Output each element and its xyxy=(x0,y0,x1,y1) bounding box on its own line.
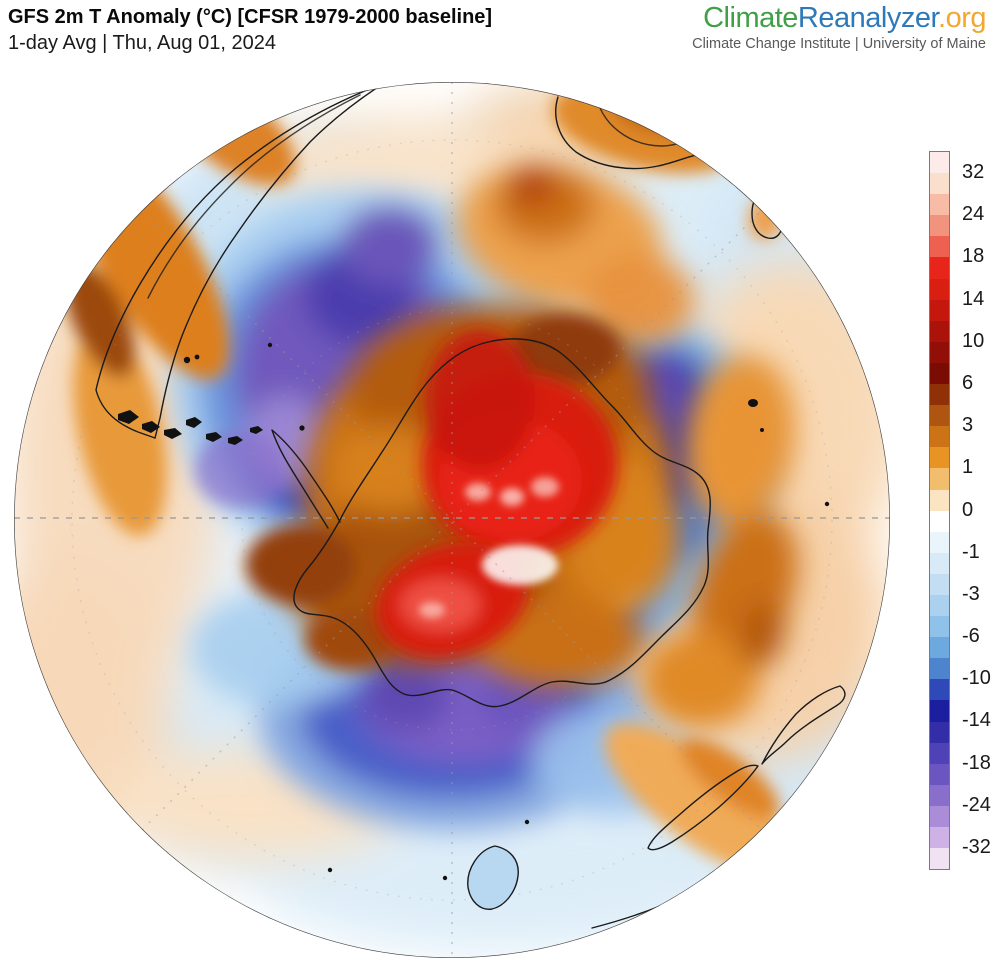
colorbar-segment xyxy=(930,152,949,174)
colorbar-segment xyxy=(930,784,949,806)
kerguelen-island xyxy=(748,399,758,407)
colorbar-segment xyxy=(930,658,949,680)
colorbar-labels: 32 24 18 14 10 6 3 1 0 -1 -3 -6 -10 -14 -18 -24 -32 xyxy=(962,151,1000,868)
colorbar-tick-label: -14 xyxy=(962,709,991,732)
colorbar-tick-label: -18 xyxy=(962,751,991,774)
antarctica-coastline xyxy=(293,338,711,708)
colorbar-segment xyxy=(930,573,949,595)
colorbar-tick-label: -1 xyxy=(962,540,980,563)
brand-climate: Climate xyxy=(703,2,798,34)
colorbar-segment xyxy=(930,194,949,216)
colorbar-scale xyxy=(929,151,950,870)
colorbar-segment xyxy=(930,215,949,237)
warm-anomaly-new-zealand xyxy=(604,723,796,877)
colorbar-segment xyxy=(930,362,949,385)
king-island xyxy=(442,875,448,881)
brand-tagline: Climate Change Institute | University of… xyxy=(692,36,986,52)
map-title: GFS 2m T Anomaly (°C) [CFSR 1979-2000 ba… xyxy=(8,6,493,28)
island-dot-southwest xyxy=(327,867,333,873)
warm-anomaly-north-of-continent xyxy=(456,162,695,345)
new-zealand-north-island xyxy=(761,685,846,765)
colorbar-segment xyxy=(930,468,949,490)
south-georgia-island xyxy=(299,425,305,431)
colorbar-segment xyxy=(930,236,949,258)
map-header: GFS 2m T Anomaly (°C) [CFSR 1979-2000 ba… xyxy=(8,4,492,56)
south-america-west-coast xyxy=(95,83,383,439)
tierra-del-fuego-islands xyxy=(118,410,263,445)
andes-interior-line xyxy=(147,94,361,299)
brand-org: .org xyxy=(938,2,986,34)
colorbar-segment xyxy=(930,510,949,532)
brand-reanalyzer: Reanalyzer xyxy=(797,2,939,34)
falkland-islands xyxy=(183,356,191,364)
colorbar-tick-label: 10 xyxy=(962,329,985,352)
colorbar-segment xyxy=(930,700,949,722)
extreme-warm-core-east-antarctica xyxy=(422,330,618,557)
heard-island xyxy=(760,428,764,432)
colorbar-tick-label: -24 xyxy=(962,793,991,816)
falkland-islands-2 xyxy=(194,354,200,360)
brand-logo-link[interactable]: ClimateReanalyzer.org xyxy=(692,2,986,34)
warm-anomaly-indian-sector xyxy=(640,355,798,728)
colorbar-segment xyxy=(930,848,949,870)
south-america-east-coast xyxy=(154,82,393,439)
colorbar-segment xyxy=(930,257,949,279)
colorbar-segment xyxy=(930,742,949,764)
colorbar-tick-label: -32 xyxy=(962,835,991,858)
graticule xyxy=(14,82,890,958)
colorbar-segment xyxy=(930,320,949,342)
colorbar-segment xyxy=(930,679,949,701)
colorbar-segment xyxy=(930,531,949,553)
colorbar-tick-label: 14 xyxy=(962,287,985,310)
colorbar-segment xyxy=(930,721,949,743)
small-islands xyxy=(118,342,830,881)
colorbar-segment xyxy=(930,341,949,363)
colorbar-tick-label: -3 xyxy=(962,582,980,605)
colorbar-segment xyxy=(930,278,949,300)
colorbar-tick-label: 18 xyxy=(962,245,985,268)
colorbar-segment xyxy=(930,827,949,849)
warm-core-pink-spots xyxy=(419,477,559,618)
colorbar-segment xyxy=(930,763,949,785)
antarctic-peninsula-coastline xyxy=(271,429,341,529)
colorbar-tick-label: 1 xyxy=(962,456,974,479)
colorbar: 32 24 18 14 10 6 3 1 0 -1 -3 -6 -10 -14 -18 -24 -32 xyxy=(929,151,1000,870)
island-dot-south xyxy=(524,819,530,825)
colorbar-segment xyxy=(930,805,949,827)
colorbar-segment xyxy=(930,426,949,448)
colorbar-tick-label: 0 xyxy=(962,498,974,521)
colorbar-tick-label: 3 xyxy=(962,414,974,437)
tasmania-coastline xyxy=(467,845,519,910)
colorbar-segment xyxy=(930,384,949,406)
new-zealand-south-island xyxy=(647,764,759,851)
island-dot-east xyxy=(824,501,830,507)
colorbar-tick-label: -10 xyxy=(962,667,991,690)
colorbar-segment xyxy=(930,173,949,195)
colorbar-segment xyxy=(930,299,949,321)
colorbar-tick-label: -6 xyxy=(962,625,980,648)
colorbar-tick-label: 32 xyxy=(962,161,985,184)
south-orkney-island xyxy=(267,342,273,348)
colorbar-segment xyxy=(930,594,949,617)
colorbar-segment xyxy=(930,405,949,427)
colorbar-segment xyxy=(930,616,949,638)
colorbar-segment xyxy=(930,489,949,511)
colorbar-segment xyxy=(930,637,949,659)
colorbar-segment xyxy=(930,552,949,574)
colorbar-segment xyxy=(930,447,949,469)
brand-block: ClimateReanalyzer.org Climate Change Ins… xyxy=(692,2,986,52)
colorbar-tick-label: 24 xyxy=(962,203,985,226)
map-subtitle: 1-day Avg | Thu, Aug 01, 2024 xyxy=(8,32,276,54)
colorbar-tick-label: 6 xyxy=(962,371,974,394)
